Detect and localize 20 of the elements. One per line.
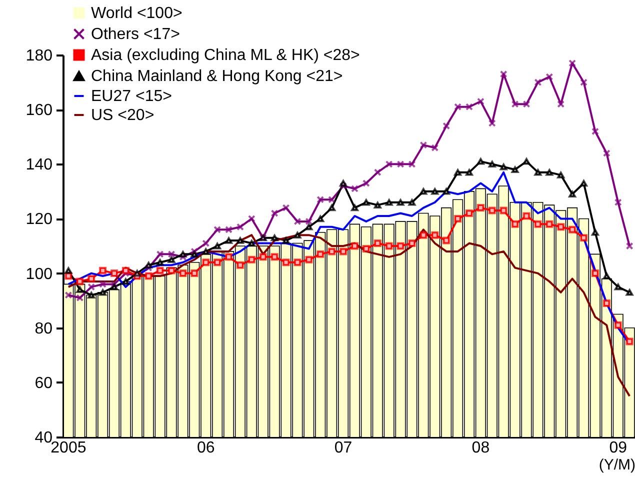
x-tick-label: 06 <box>196 440 215 456</box>
legend-label: Asia (excluding China ML & HK) <28> <box>91 47 360 64</box>
y-tick-label: 140 <box>26 156 53 174</box>
y-tick-label: 100 <box>26 266 53 283</box>
legend-label: World <100> <box>91 5 182 22</box>
y-tick-label: 160 <box>26 102 53 120</box>
legend-label: EU27 <15> <box>91 88 172 105</box>
y-tick-label: 60 <box>34 374 53 392</box>
y-tick-label: 40 <box>34 430 53 446</box>
legend-label: Others <17> <box>91 26 180 43</box>
x-tick-label: 2005 <box>50 440 86 456</box>
x-tick-label: 07 <box>334 440 352 456</box>
legend-label: China Mainland & Hong Kong <21> <box>91 68 343 85</box>
x-tick-label: 09 <box>609 440 628 456</box>
y-tick-label: 80 <box>34 320 53 338</box>
y-tick-label: 180 <box>26 48 53 64</box>
y-tick-label: 120 <box>26 211 53 228</box>
legend-label: US <20> <box>91 107 154 124</box>
x-tick-label: 08 <box>472 440 490 456</box>
x-axis-title: (Y/M) <box>598 456 635 474</box>
